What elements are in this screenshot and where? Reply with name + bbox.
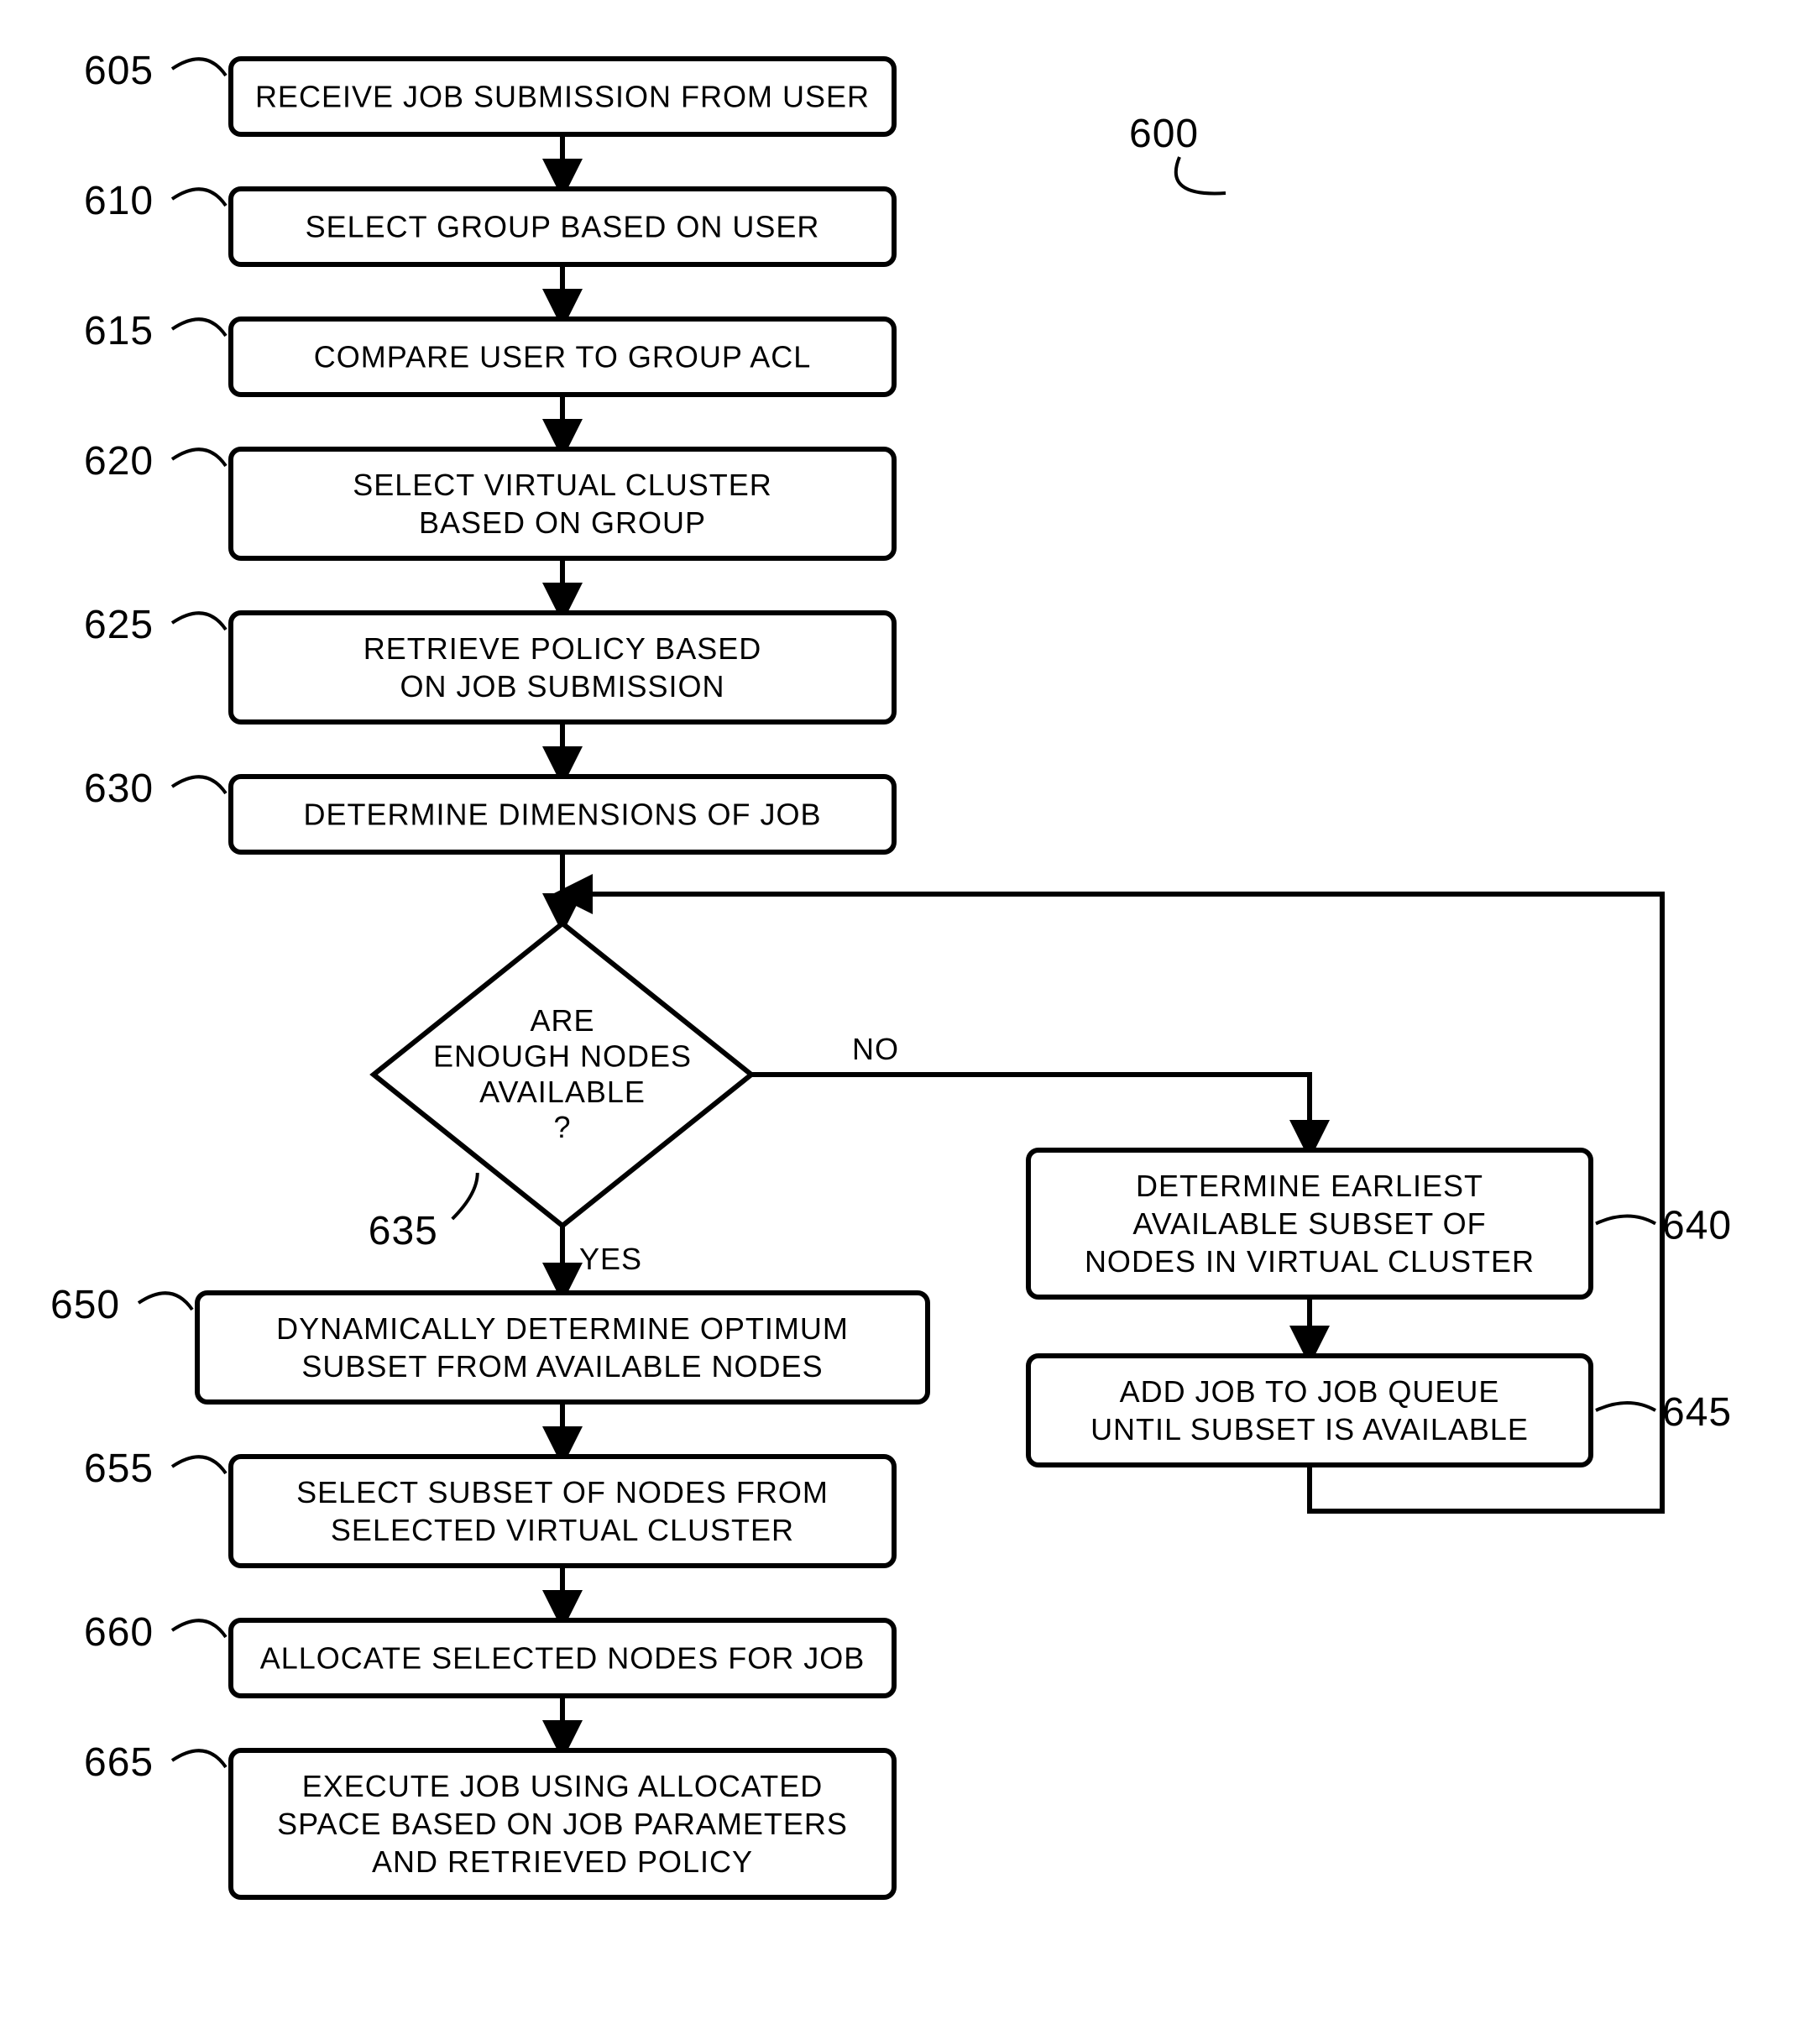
flowchart-canvas: RECEIVE JOB SUBMISSION FROM USER SELECT G… [0, 0, 1820, 2035]
node-text: AND RETRIEVED POLICY [372, 1844, 753, 1879]
node-text: RECEIVE JOB SUBMISSION FROM USER [255, 80, 870, 114]
ref-label: 665 [84, 1740, 154, 1785]
ref-leader [172, 449, 226, 466]
edge [751, 1075, 1310, 1150]
figure-ref-leader [1176, 157, 1226, 193]
ref-leader [172, 189, 226, 206]
node-text: RETRIEVE POLICY BASED [363, 631, 761, 666]
node-text: DETERMINE EARLIEST [1136, 1169, 1483, 1203]
edge-label: YES [579, 1242, 642, 1276]
node-n665: EXECUTE JOB USING ALLOCATED SPACE BASED O… [231, 1750, 894, 1897]
ref-leader [1596, 1216, 1655, 1224]
ref-label: 640 [1662, 1204, 1732, 1248]
node-text: SELECT VIRTUAL CLUSTER [353, 468, 771, 502]
node-text: SELECT GROUP BASED ON USER [306, 210, 820, 244]
node-text: COMPARE USER TO GROUP ACL [314, 340, 811, 374]
node-n605: RECEIVE JOB SUBMISSION FROM USER [231, 59, 894, 134]
node-text: SPACE BASED ON JOB PARAMETERS [277, 1807, 848, 1841]
ref-label: 620 [84, 439, 154, 484]
node-n610: SELECT GROUP BASED ON USER [231, 189, 894, 264]
ref-label: 625 [84, 603, 154, 647]
ref-leader [172, 1620, 226, 1637]
node-text: DETERMINE DIMENSIONS OF JOB [303, 798, 821, 832]
node-text: NODES IN VIRTUAL CLUSTER [1085, 1244, 1535, 1279]
ref-leader [172, 777, 226, 793]
ref-label: 655 [84, 1446, 154, 1491]
ref-label: 645 [1662, 1390, 1732, 1435]
ref-label: 615 [84, 309, 154, 353]
ref-label: 650 [50, 1283, 120, 1327]
node-text: ADD JOB TO JOB QUEUE [1120, 1374, 1500, 1409]
node-n630: DETERMINE DIMENSIONS OF JOB [231, 777, 894, 852]
ref-leader [172, 613, 226, 630]
node-n640: DETERMINE EARLIESTAVAILABLE SUBSET OFNOD… [1028, 1150, 1591, 1297]
ref-leader [1596, 1403, 1655, 1410]
node-text: UNTIL SUBSET IS AVAILABLE [1090, 1412, 1529, 1446]
ref-label: 660 [84, 1610, 154, 1655]
ref-leader [172, 59, 226, 76]
node-text: AVAILABLE [479, 1075, 646, 1109]
ref-leader [452, 1173, 478, 1219]
node-text: AVAILABLE SUBSET OF [1132, 1206, 1486, 1241]
figure-ref: 600 [1129, 112, 1199, 156]
node-n625: RETRIEVE POLICY BASEDON JOB SUBMISSION [231, 613, 894, 722]
node-text: ALLOCATE SELECTED NODES FOR JOB [260, 1641, 865, 1676]
ref-leader [172, 1750, 226, 1767]
ref-label: 630 [84, 766, 154, 811]
nodes-layer: RECEIVE JOB SUBMISSION FROM USER SELECT G… [197, 59, 1591, 1897]
node-n635: AREENOUGH NODESAVAILABLE? [374, 923, 751, 1226]
node-text: DYNAMICALLY DETERMINE OPTIMUM [276, 1311, 849, 1346]
node-text: ? [553, 1110, 571, 1144]
node-text: ARE [530, 1003, 594, 1038]
ref-leader [172, 1457, 226, 1473]
node-n645: ADD JOB TO JOB QUEUEUNTIL SUBSET IS AVAI… [1028, 1356, 1591, 1465]
ref-leader [139, 1293, 192, 1310]
ref-leader [172, 319, 226, 336]
node-text: BASED ON GROUP [419, 505, 706, 540]
node-text: ON JOB SUBMISSION [400, 669, 724, 704]
node-text: EXECUTE JOB USING ALLOCATED [302, 1769, 823, 1803]
node-text: ENOUGH NODES [433, 1038, 692, 1073]
node-n660: ALLOCATE SELECTED NODES FOR JOB [231, 1620, 894, 1696]
ref-label: 605 [84, 49, 154, 93]
node-n620: SELECT VIRTUAL CLUSTERBASED ON GROUP [231, 449, 894, 558]
node-n655: SELECT SUBSET OF NODES FROM SELECTED VIRT… [231, 1457, 894, 1566]
node-text: SUBSET FROM AVAILABLE NODES [301, 1349, 823, 1384]
node-n615: COMPARE USER TO GROUP ACL [231, 319, 894, 395]
edge-label: NO [852, 1032, 899, 1066]
ref-label: 610 [84, 179, 154, 223]
ref-label: 635 [369, 1209, 438, 1253]
node-text: SELECT SUBSET OF NODES FROM [296, 1475, 829, 1509]
node-n650: DYNAMICALLY DETERMINE OPTIMUMSUBSET FROM… [197, 1293, 928, 1402]
node-text: SELECTED VIRTUAL CLUSTER [331, 1513, 794, 1547]
